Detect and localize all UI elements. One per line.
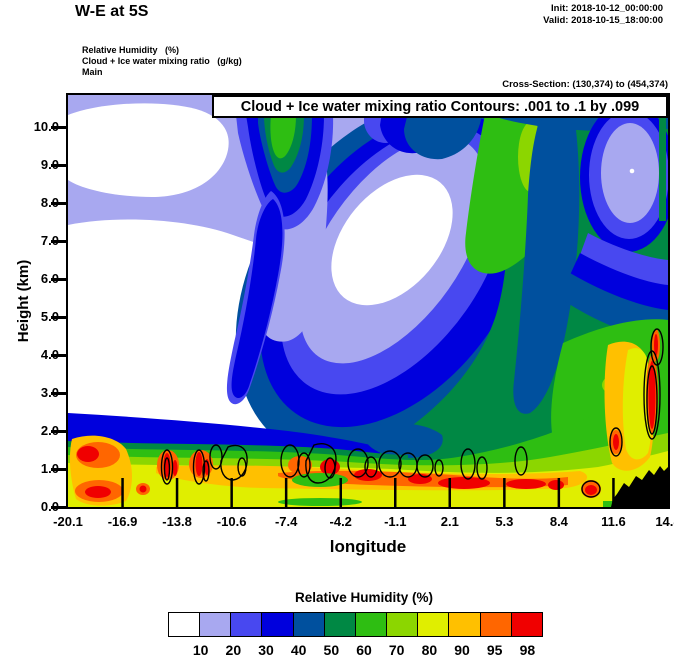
colorbar-cell bbox=[230, 612, 263, 637]
x-tick-marks bbox=[121, 478, 615, 507]
colorbar-cell bbox=[510, 612, 544, 637]
colorbar-tick-label: 98 bbox=[519, 642, 536, 658]
colorbar-cell bbox=[386, 612, 419, 637]
x-tick-label: -16.9 bbox=[107, 514, 138, 529]
x-tick-label: 2.1 bbox=[440, 514, 459, 529]
colorbar-cell bbox=[448, 612, 482, 637]
y-tick-label: 0.0 bbox=[40, 499, 59, 514]
x-tick-label: -1.1 bbox=[384, 514, 407, 529]
colorbar-title: Relative Humidity (%) bbox=[294, 590, 434, 605]
y-tick-mark bbox=[51, 429, 68, 433]
colorbar-cell bbox=[292, 612, 326, 637]
colorbar-tick-label: 60 bbox=[356, 642, 372, 658]
colorbar-tick-label: 10 bbox=[192, 642, 209, 658]
colorbar-cell bbox=[479, 612, 513, 637]
y-tick-label: 4.0 bbox=[40, 347, 59, 362]
cloud-ice-contours bbox=[160, 328, 664, 498]
colorbar-tick-label: 40 bbox=[290, 642, 307, 658]
y-tick-mark bbox=[51, 277, 68, 281]
x-tick-label: 11.6 bbox=[601, 514, 626, 529]
page-title: W-E at 5S bbox=[75, 3, 149, 20]
valid-time-label: Valid: 2018-10-15_18:00:00 bbox=[543, 14, 663, 26]
plot-area bbox=[66, 93, 670, 509]
x-tick-label: 5.3 bbox=[495, 514, 514, 529]
model-times: Init: 2018-10-12_00:00:00 Valid: 2018-10… bbox=[543, 3, 663, 26]
y-tick-label: 5.0 bbox=[40, 309, 59, 324]
y-tick-mark bbox=[51, 125, 68, 129]
x-tick-label: 8.4 bbox=[549, 514, 568, 529]
x-tick-label: -13.8 bbox=[162, 514, 192, 529]
y-tick-mark bbox=[51, 239, 68, 243]
y-tick-mark bbox=[51, 505, 68, 509]
rh-contour-field bbox=[68, 95, 668, 507]
colorbar-cell bbox=[323, 612, 357, 637]
colorbar-cell bbox=[168, 612, 201, 637]
y-tick-label: 10.0 bbox=[33, 119, 59, 134]
contour-info-box: Cloud + Ice water mixing ratio Contours:… bbox=[212, 95, 668, 118]
y-tick-mark bbox=[51, 467, 68, 471]
field-line-domain: Main bbox=[82, 67, 103, 77]
y-tick-label: 3.0 bbox=[40, 385, 59, 400]
y-tick-label: 1.0 bbox=[40, 461, 59, 476]
x-tick-label: 14.8 bbox=[655, 514, 674, 529]
y-tick-mark bbox=[51, 353, 68, 357]
plotted-fields-list: Relative Humidity (%) Cloud + Ice water … bbox=[82, 45, 242, 78]
terrain-profile bbox=[611, 466, 668, 507]
y-tick-label: 7.0 bbox=[40, 233, 59, 248]
colorbar-tick-label: 20 bbox=[225, 642, 242, 658]
y-tick-mark bbox=[51, 315, 68, 319]
field-line-cloudice: Cloud + Ice water mixing ratio (g/kg) bbox=[82, 56, 242, 66]
x-tick-label: -4.2 bbox=[329, 514, 352, 529]
colorbar-tick-label: 90 bbox=[454, 642, 470, 658]
x-tick-label: -10.6 bbox=[216, 514, 247, 529]
y-tick-mark bbox=[51, 201, 68, 205]
colorbar-cell bbox=[261, 612, 295, 637]
y-tick-label: 6.0 bbox=[40, 271, 59, 286]
colorbar-tick-label: 95 bbox=[486, 642, 503, 658]
colorbar-cell bbox=[199, 612, 232, 637]
colorbar-tick-label: 30 bbox=[258, 642, 274, 658]
y-tick-label: 9.0 bbox=[40, 157, 59, 172]
y-tick-mark bbox=[51, 391, 68, 395]
colorbar-tick-label: 50 bbox=[323, 642, 340, 658]
colorbar-tick-label: 70 bbox=[388, 642, 405, 658]
colorbar-tick-label: 80 bbox=[421, 642, 438, 658]
init-time-label: Init: 2018-10-12_00:00:00 bbox=[551, 3, 663, 14]
colorbar bbox=[168, 612, 544, 637]
cross-section-label: Cross-Section: (130,374) to (454,374) bbox=[502, 79, 668, 90]
colorbar-cell bbox=[417, 612, 450, 637]
y-tick-label: 2.0 bbox=[40, 423, 59, 438]
field-line-rh: Relative Humidity (%) bbox=[82, 45, 180, 55]
colorbar-cell bbox=[354, 612, 388, 637]
x-tick-label: -20.1 bbox=[53, 514, 83, 529]
x-axis-title: longitude bbox=[329, 537, 407, 556]
x-tick-label: -7.4 bbox=[274, 514, 298, 529]
y-tick-mark bbox=[51, 163, 68, 167]
y-tick-label: 8.0 bbox=[40, 195, 59, 210]
